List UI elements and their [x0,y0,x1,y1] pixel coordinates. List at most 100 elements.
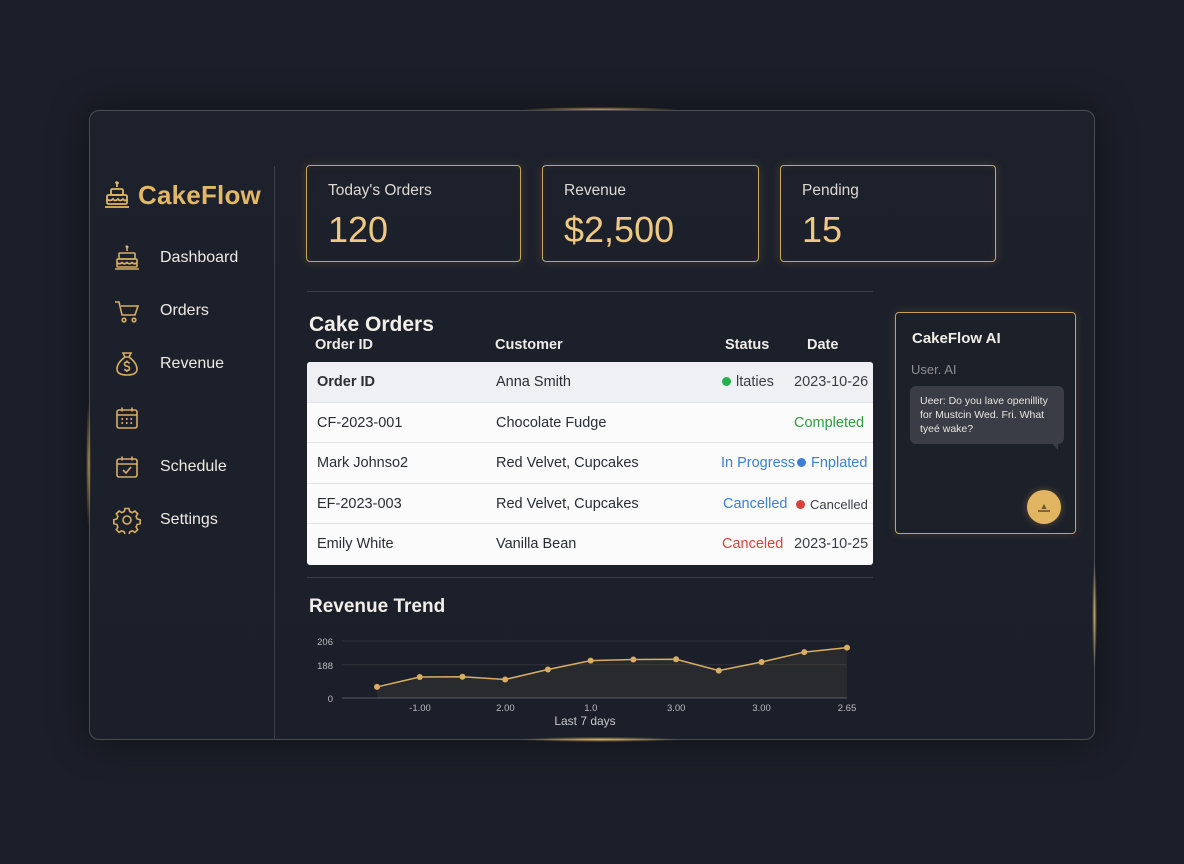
stat-value: 120 [328,209,389,250]
x-tick-label: -1.00 [409,703,431,714]
data-point [630,656,637,663]
cake-icon [112,243,142,273]
column-header-order-id[interactable]: Order ID [315,337,374,353]
status-badge: Cancelled [723,495,788,512]
column-header-date[interactable]: Date [807,337,839,353]
data-point [374,683,380,690]
stat-card-pending: Pending 15 [780,165,996,262]
ai-send-button[interactable] [1027,490,1061,524]
money-bag-icon [112,349,142,379]
data-point [844,644,850,651]
data-point [502,676,509,683]
stat-card-todays-orders: Today's Orders 120 [306,165,521,262]
sidebar-item-orders[interactable]: Orders [112,296,209,326]
cell-customer: Red Velvet, Cupcakes [496,455,639,472]
cell-order-id: Mark Johnso2 [317,455,409,472]
sidebar-item-settings[interactable]: Settings [112,505,218,535]
data-point [673,656,680,663]
gear-icon [112,505,142,535]
orders-title: Cake Orders [309,313,434,336]
table-row[interactable]: Mark Johnso2 Red Velvet, Cupcakes In Pro… [307,443,873,484]
column-header-status[interactable]: Status [725,337,770,353]
stat-card-revenue: Revenue $2,500 [542,165,759,262]
sidebar-item-calendar[interactable] [112,403,160,433]
cell-order-id: CF-2023-001 [317,414,403,431]
cell-order-id: Emily White [317,536,394,553]
cart-icon [112,296,142,326]
section-divider [307,291,873,292]
table-row[interactable]: Emily White Vanilla Bean Canceled 2023-1… [307,524,873,565]
cake-logo-icon [105,180,129,208]
cell-date: 2023-10-26 [794,374,869,390]
x-tick-label: 1.0 [584,703,597,714]
date-text: Fnplated [811,455,868,472]
table-row[interactable]: Order ID Anna Smith ltaties 2023-10-26 [307,362,873,403]
status-badge: Completed [794,414,865,431]
data-point [715,667,722,674]
x-tick-label: 2.65 [838,703,857,714]
chat-send-icon [1038,504,1050,512]
cell-order-id: Order ID [317,374,376,390]
sidebar-item-schedule[interactable]: Schedule [112,452,227,482]
date-text: Cancelled [810,496,868,512]
cell-date: Fnplated [797,455,867,471]
data-point [758,659,765,666]
cell-customer: Vanilla Bean [496,536,577,553]
sidebar-item-dashboard[interactable]: Dashboard [112,243,238,273]
panel-glow-left [86,400,91,530]
cell-customer: Chocolate Fudge [496,414,607,431]
table-row[interactable]: CF-2023-001 Chocolate Fudge Completed [307,403,873,444]
data-point [416,673,423,680]
x-tick-label: 2.00 [496,703,515,714]
status-dot [722,377,731,386]
cell-order-id: EF-2023-003 [317,495,402,512]
y-tick-label: 188 [317,661,333,672]
orders-table: Order ID Anna Smith ltaties 2023-10-26 C… [307,362,873,565]
sidebar-item-label: Schedule [160,458,227,475]
column-header-customer[interactable]: Customer [495,337,563,353]
ai-bubble-tail [1049,440,1058,450]
stat-value: $2,500 [564,209,675,250]
sidebar-divider [274,166,275,740]
brand: CakeFlow [104,180,261,211]
sidebar-item-label: Orders [160,302,209,319]
sidebar-item-revenue[interactable]: Revenue [112,349,224,379]
status-dot [796,499,805,509]
ai-subtitle: User. AI [911,362,957,377]
sidebar-item-label: Dashboard [160,249,239,266]
stat-label: Revenue [564,182,627,199]
panel-glow-bottom [520,737,680,742]
panel-glow-top [520,107,680,112]
table-row[interactable]: EF-2023-003 Red Velvet, Cupcakes Cancell… [307,484,873,525]
series-area [377,647,847,698]
stat-label: Today's Orders [328,182,432,199]
ai-assistant-panel: CakeFlow AI User. AI Ueer: Do you lave o… [895,312,1076,534]
revenue-trend-chart: 0 188 206 -1.00 2.00 1.0 3.00 3.00 2.65 Last 7 da… [317,637,857,728]
data-point [587,657,594,664]
stat-label: Pending [802,182,859,199]
status-badge: Canceled [722,536,784,553]
sidebar-item-label: Revenue [160,355,225,372]
series-line [376,646,848,688]
status-dot [797,458,806,468]
panel-glow-right [1092,560,1097,670]
y-tick-label: 206 [317,637,333,648]
sidebar-item-label: Settings [160,511,218,528]
data-point [544,666,551,673]
ai-message-bubble: Ueer: Do you lave openillity for Mustcin… [910,386,1064,444]
stat-value: 15 [802,209,843,250]
chart-title: Revenue Trend [309,596,446,617]
status-badge: ltaties [722,374,774,390]
ai-title: CakeFlow AI [912,330,1001,347]
cell-customer: Red Velvet, Cupcakes [496,495,639,512]
x-tick-label: 3.00 [752,703,771,714]
calendar-check-icon [112,452,142,482]
data-point [801,649,808,656]
x-tick-label: 3.00 [667,703,686,714]
section-divider [307,577,873,578]
calendar-icon [112,403,142,433]
y-tick-label: 0 [328,694,333,705]
data-point [459,673,466,680]
x-axis-label: Last 7 days [554,714,615,728]
status-text: ltaties [736,374,774,390]
